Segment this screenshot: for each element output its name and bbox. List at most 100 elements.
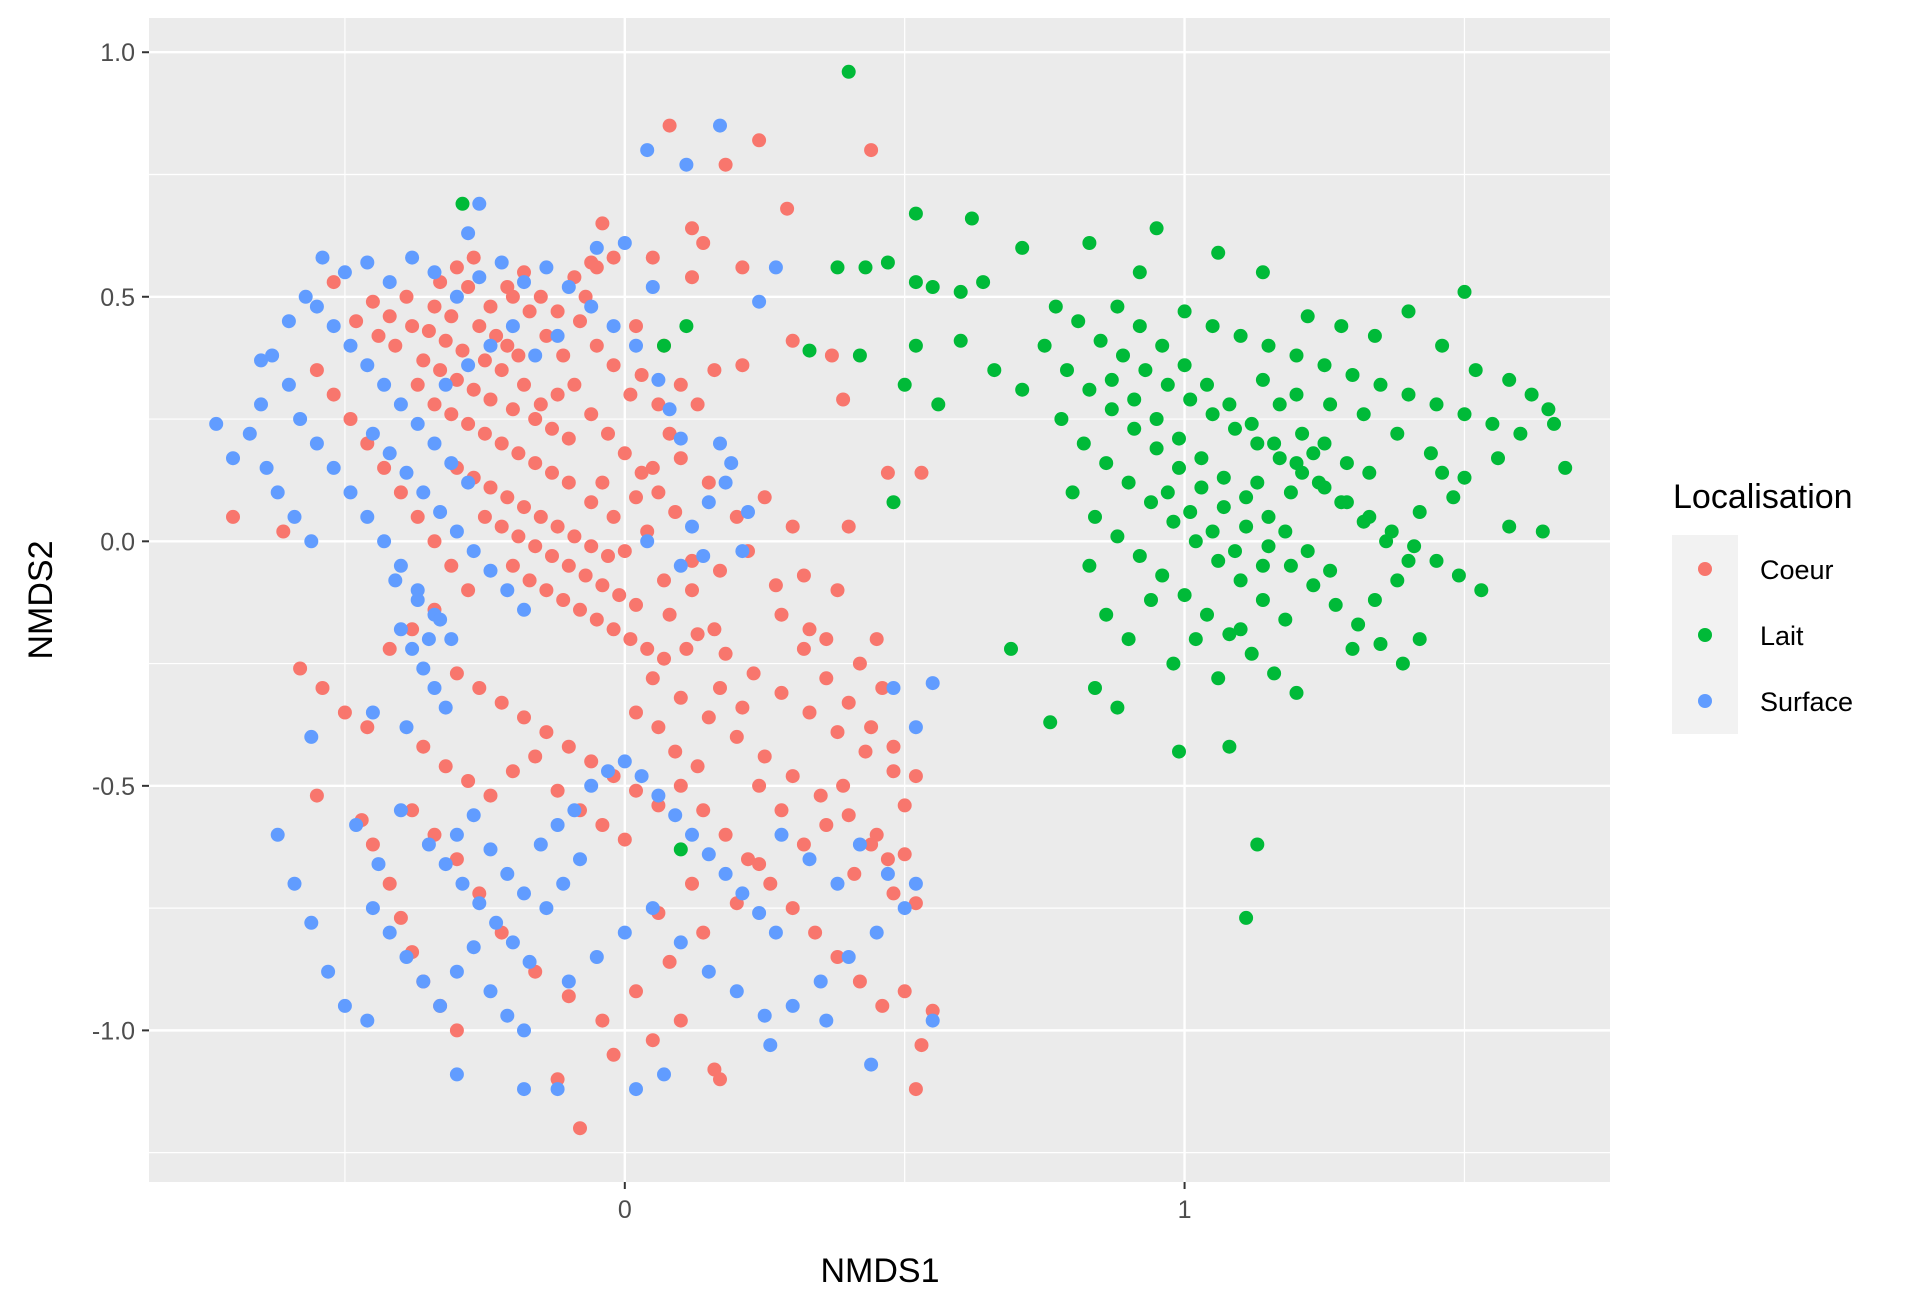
point-coeur <box>864 143 879 158</box>
y-axis-title: NMDS2 <box>22 540 60 659</box>
point-lait <box>1446 490 1461 505</box>
point-lait <box>1373 637 1388 651</box>
point-lait <box>1076 436 1091 451</box>
point-lait <box>830 260 845 275</box>
point-lait <box>1132 319 1147 334</box>
point-coeur <box>522 304 537 319</box>
point-coeur <box>545 421 559 436</box>
point-surface <box>483 338 498 353</box>
point-coeur <box>337 705 352 720</box>
point-lait <box>1379 534 1394 549</box>
point-lait <box>1328 597 1343 612</box>
point-lait <box>1037 338 1052 353</box>
point-surface <box>433 998 448 1013</box>
point-lait <box>1457 470 1472 485</box>
point-surface <box>925 676 940 691</box>
point-surface <box>360 1013 375 1028</box>
y-tick-label: -0.5 <box>92 773 135 801</box>
point-coeur <box>617 832 632 847</box>
point-coeur <box>668 744 683 759</box>
point-lait <box>1278 612 1293 627</box>
point-lait <box>1132 549 1147 563</box>
point-coeur <box>533 397 548 412</box>
legend: Localisation Coeur Lait Surface <box>1672 478 1853 734</box>
point-coeur <box>629 705 643 720</box>
point-lait <box>1261 539 1276 554</box>
point-coeur <box>500 280 515 294</box>
point-surface <box>517 602 531 617</box>
point-surface <box>768 260 783 275</box>
point-surface <box>449 289 464 304</box>
point-surface <box>617 236 632 250</box>
point-coeur <box>377 460 392 475</box>
point-coeur <box>813 788 828 803</box>
point-surface <box>505 319 520 334</box>
legend-label-lait: Lait <box>1760 621 1804 651</box>
point-lait <box>1390 573 1405 588</box>
point-surface <box>382 275 397 290</box>
point-coeur <box>449 1023 464 1038</box>
point-surface <box>668 808 683 823</box>
point-coeur <box>852 974 867 989</box>
point-coeur <box>612 588 627 603</box>
point-lait <box>1261 509 1276 524</box>
point-lait <box>1239 519 1254 534</box>
point-lait <box>1155 568 1170 583</box>
point-surface <box>365 426 380 441</box>
point-lait <box>1401 304 1416 319</box>
point-lait <box>1401 553 1416 568</box>
point-lait <box>1200 377 1214 392</box>
point-lait <box>1278 524 1293 539</box>
point-coeur <box>629 319 643 334</box>
legend-label-surface: Surface <box>1760 687 1853 717</box>
point-surface <box>281 377 296 392</box>
point-coeur <box>886 764 901 779</box>
point-surface <box>405 250 420 265</box>
point-lait <box>1110 529 1125 544</box>
point-coeur <box>645 250 660 265</box>
point-surface <box>841 950 856 964</box>
point-lait <box>1423 446 1438 461</box>
point-lait <box>858 260 873 275</box>
point-coeur <box>785 901 800 916</box>
point-surface <box>466 544 481 559</box>
point-lait <box>1177 588 1192 603</box>
point-coeur <box>606 250 621 265</box>
point-surface <box>573 852 587 867</box>
point-coeur <box>584 539 599 554</box>
point-surface <box>259 460 274 475</box>
point-surface <box>500 583 515 598</box>
point-coeur <box>539 583 554 598</box>
point-coeur <box>718 827 733 842</box>
point-surface <box>461 358 476 373</box>
point-surface <box>701 495 716 510</box>
point-surface <box>304 534 319 549</box>
point-coeur <box>841 519 856 534</box>
point-lait <box>1289 456 1304 471</box>
point-coeur <box>875 998 890 1013</box>
point-coeur <box>584 407 599 422</box>
point-lait <box>1183 392 1198 407</box>
point-surface <box>785 998 800 1013</box>
point-surface <box>298 289 313 304</box>
point-coeur <box>393 910 408 925</box>
point-lait <box>908 206 923 221</box>
point-coeur <box>836 392 851 407</box>
point-lait <box>1300 309 1315 324</box>
point-coeur <box>774 803 789 818</box>
point-surface <box>634 769 649 784</box>
point-coeur <box>651 720 666 735</box>
point-coeur <box>382 309 397 324</box>
point-coeur <box>651 485 666 500</box>
point-coeur <box>752 778 767 793</box>
point-surface <box>393 803 408 818</box>
point-lait <box>1474 583 1489 598</box>
point-surface <box>466 940 481 955</box>
legend-key-surface <box>1698 694 1712 708</box>
plot-panel <box>149 18 1610 1182</box>
point-lait <box>1283 485 1298 500</box>
point-coeur <box>796 837 811 852</box>
point-coeur <box>785 333 800 348</box>
